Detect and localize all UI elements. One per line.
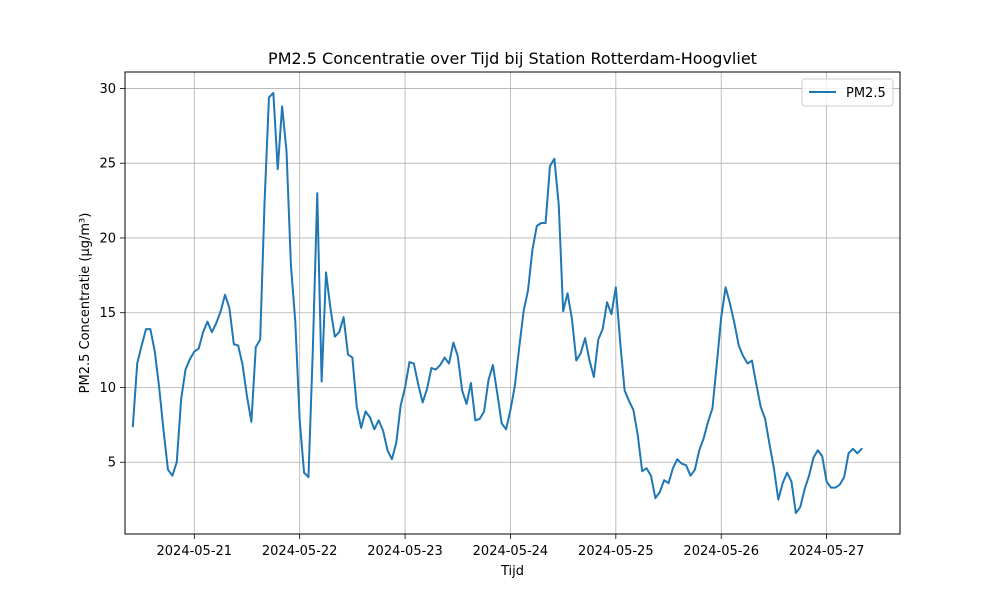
series-lines [131,91,863,515]
x-tick-label: 2024-05-26 [683,544,759,559]
x-tick-label: 2024-05-23 [367,544,443,559]
legend-label-pm25: PM2.5 [846,86,886,101]
y-tick-label: 10 [99,381,116,396]
x-tick-label: 2024-05-21 [157,544,233,559]
x-tick-label: 2024-05-24 [473,544,549,559]
y-tick-label: 25 [99,157,116,172]
x-tick-label: 2024-05-27 [789,544,865,559]
y-axis-ticks: 5 10 15 20 25 30 [99,82,125,471]
series-line-pm25 [131,91,863,515]
x-axis-label: Tijd [500,564,524,579]
y-axis-label: PM2.5 Concentratie (µg/m³) [78,213,93,394]
x-tick-label: 2024-05-25 [578,544,654,559]
legend-box [801,78,894,107]
x-tick-label: 2024-05-22 [262,544,338,559]
plot-area-frame [124,71,901,535]
legend: PM2.5 [801,78,894,107]
chart-title: PM2.5 Concentratie over Tijd bij Station… [268,49,757,68]
y-tick-label: 5 [108,456,116,471]
y-tick-label: 15 [99,306,116,321]
y-tick-label: 20 [99,231,116,246]
x-axis-ticks: 2024-05-21 2024-05-22 2024-05-23 2024-05-24… [157,534,865,559]
y-tick-label: 30 [99,82,116,97]
